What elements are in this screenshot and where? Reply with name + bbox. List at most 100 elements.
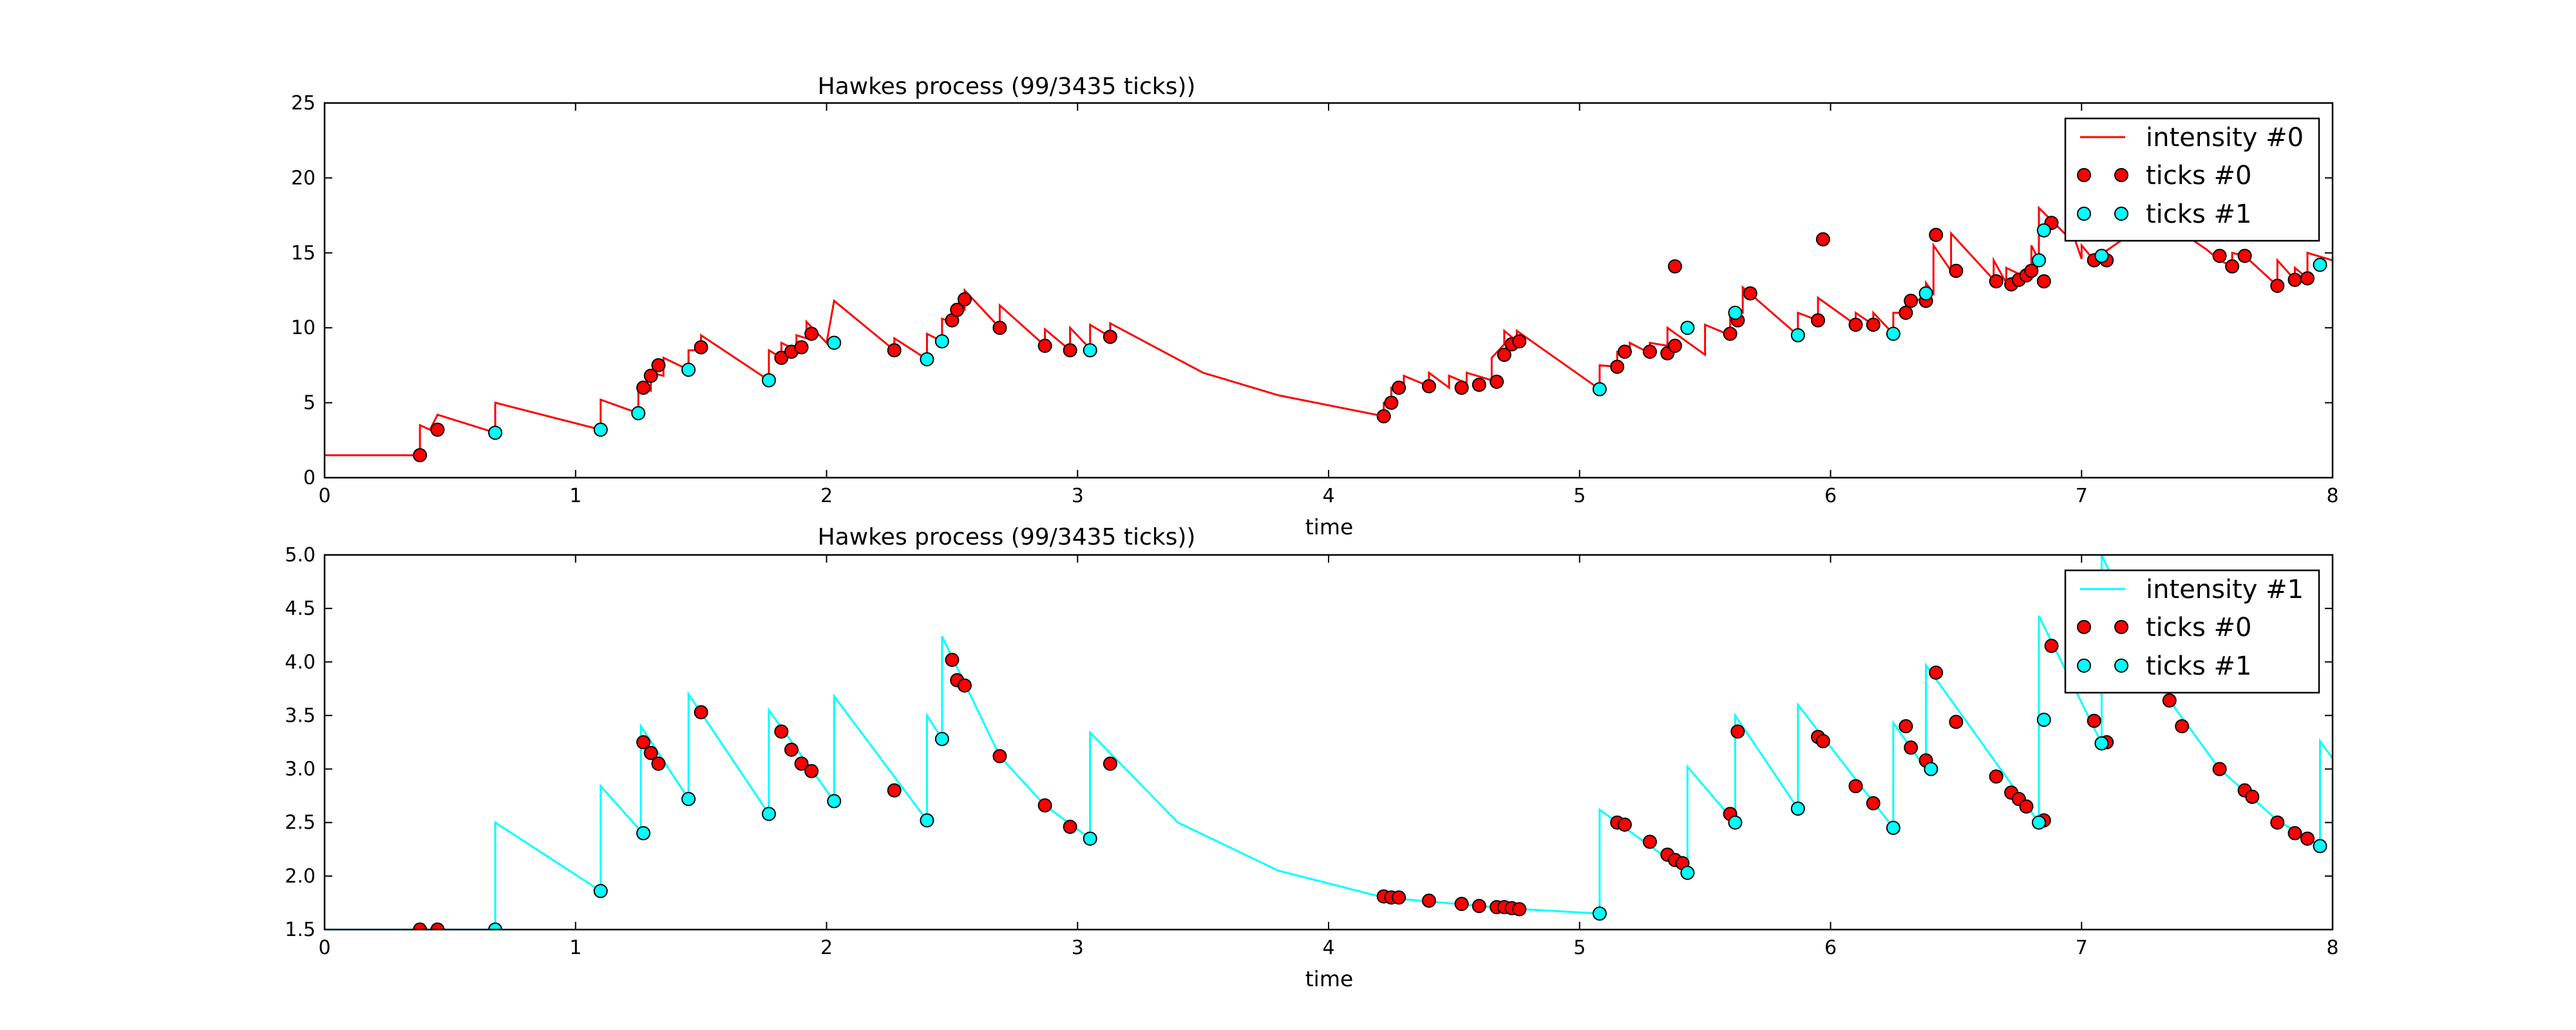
tick-marker bbox=[794, 756, 809, 771]
tick-marker bbox=[2225, 259, 2240, 274]
tick-marker bbox=[804, 763, 819, 778]
chart-top: Hawkes process (99/3435 ticks)) 0 1 2 3 4 5 6 7… bbox=[291, 73, 2339, 539]
tick-marker bbox=[593, 884, 608, 899]
tick-marker bbox=[636, 826, 650, 841]
x-tick-label: 3 bbox=[1072, 485, 1084, 507]
tick-marker bbox=[1728, 815, 1743, 830]
tick-marker bbox=[651, 756, 666, 771]
tick-marker bbox=[1610, 359, 1625, 374]
tick-marker bbox=[2044, 639, 2059, 653]
y-tick-label: 15 bbox=[291, 242, 316, 265]
legend-entry: intensity #1 bbox=[2146, 575, 2304, 604]
tick-marker bbox=[1680, 865, 1695, 880]
y-tick-label: 2.5 bbox=[285, 812, 316, 834]
tick-marker bbox=[827, 335, 842, 350]
x-tick-label: 6 bbox=[1824, 485, 1837, 507]
tick-marker bbox=[2019, 799, 2034, 814]
tick-marker bbox=[413, 922, 428, 930]
tick-marker bbox=[2212, 762, 2227, 776]
tick-marker bbox=[1103, 330, 1117, 344]
y-tick-label: 0 bbox=[303, 467, 316, 489]
tick-marker bbox=[1642, 834, 1657, 849]
tick-marker bbox=[1904, 294, 1918, 308]
tick-marker bbox=[488, 426, 502, 440]
tick-marker bbox=[1421, 894, 1436, 908]
y-tick-label: 4.0 bbox=[285, 651, 316, 673]
x-tick-label: 5 bbox=[1573, 485, 1586, 507]
tick-marker bbox=[1392, 890, 1406, 905]
tick-marker bbox=[1497, 348, 1511, 362]
tick-marker bbox=[1918, 286, 1933, 301]
tick-marker bbox=[1730, 724, 1745, 739]
tick-marker bbox=[1421, 379, 1436, 393]
tick-marker bbox=[593, 422, 608, 437]
tick-marker bbox=[1392, 380, 1406, 395]
tick-marker bbox=[413, 448, 428, 463]
x-tick-label: 7 bbox=[2076, 937, 2088, 959]
x-tick-label: 0 bbox=[318, 937, 330, 959]
tick-marker bbox=[1866, 796, 1880, 810]
tick-marker bbox=[2270, 279, 2285, 293]
tick-marker bbox=[1899, 719, 1913, 734]
tick-marker bbox=[1790, 801, 1805, 816]
tick-marker bbox=[1929, 665, 1944, 680]
tick-marker bbox=[1083, 831, 1097, 846]
tick-marker bbox=[887, 343, 902, 358]
tick-marker bbox=[1642, 344, 1657, 359]
tick-marker bbox=[2094, 248, 2109, 263]
tick-marker bbox=[1743, 286, 1757, 301]
legend-marker-swatch bbox=[2114, 207, 2128, 221]
x-tick-label: 0 bbox=[318, 485, 330, 507]
tick-marker bbox=[1728, 305, 1743, 320]
tick-marker bbox=[1723, 326, 1738, 341]
y-tick-label: 3.5 bbox=[285, 704, 316, 727]
tick-marker bbox=[2036, 274, 2051, 288]
x-tick-label: 4 bbox=[1322, 937, 1334, 959]
x-tick-label: 6 bbox=[1824, 937, 1837, 959]
tick-marker bbox=[1904, 740, 1918, 755]
tick-marker bbox=[2313, 839, 2327, 854]
legend-entry: ticks #1 bbox=[2146, 200, 2251, 229]
tick-marker bbox=[1949, 263, 1964, 278]
x-tick-label: 2 bbox=[820, 485, 833, 507]
tick-marker bbox=[1384, 395, 1399, 410]
x-tick-label: 1 bbox=[569, 937, 582, 959]
tick-marker bbox=[950, 303, 965, 317]
tick-marker bbox=[2087, 713, 2101, 728]
tick-marker bbox=[488, 922, 502, 930]
tick-marker bbox=[1083, 343, 1097, 358]
tick-marker bbox=[1063, 819, 1077, 834]
tick-marker bbox=[1924, 762, 1938, 776]
tick-marker bbox=[1472, 899, 1486, 913]
tick-marker bbox=[761, 807, 776, 821]
tick-marker bbox=[2300, 271, 2315, 286]
chart-bottom: Hawkes process (99/3435 ticks)) 0 1 2 3 4 5 6 7… bbox=[285, 524, 2338, 991]
tick-marker bbox=[774, 724, 789, 739]
tick-marker bbox=[1063, 343, 1077, 358]
tick-marker bbox=[1037, 339, 1052, 353]
legend: intensity #0 ticks #0 ticks #1 bbox=[2064, 117, 2320, 242]
tick-marker bbox=[1667, 339, 1682, 353]
tick-marker bbox=[934, 732, 949, 746]
tick-marker bbox=[1815, 232, 1830, 247]
tick-marker bbox=[1617, 818, 1632, 832]
tick-marker bbox=[2162, 693, 2177, 708]
tick-marker bbox=[934, 334, 949, 349]
y-tick-label: 25 bbox=[291, 92, 316, 115]
tick-marker bbox=[430, 922, 445, 930]
tick-marker bbox=[992, 749, 1007, 763]
y-tick-label: 3.0 bbox=[285, 758, 316, 781]
tick-marker bbox=[957, 292, 972, 306]
tick-marker bbox=[2036, 223, 2051, 238]
x-tick-label: 5 bbox=[1573, 937, 1586, 959]
tick-marker bbox=[643, 745, 658, 760]
tick-marker bbox=[920, 813, 934, 828]
tick-marker bbox=[804, 326, 819, 341]
chart-title: Hawkes process (99/3435 ticks)) bbox=[818, 524, 1196, 550]
tick-marker bbox=[681, 362, 696, 377]
tick-marker bbox=[784, 742, 799, 757]
x-tick-label: 2 bbox=[820, 937, 833, 959]
y-tick-label: 20 bbox=[291, 167, 316, 189]
tick-marker bbox=[920, 352, 934, 367]
tick-marker bbox=[694, 340, 708, 355]
